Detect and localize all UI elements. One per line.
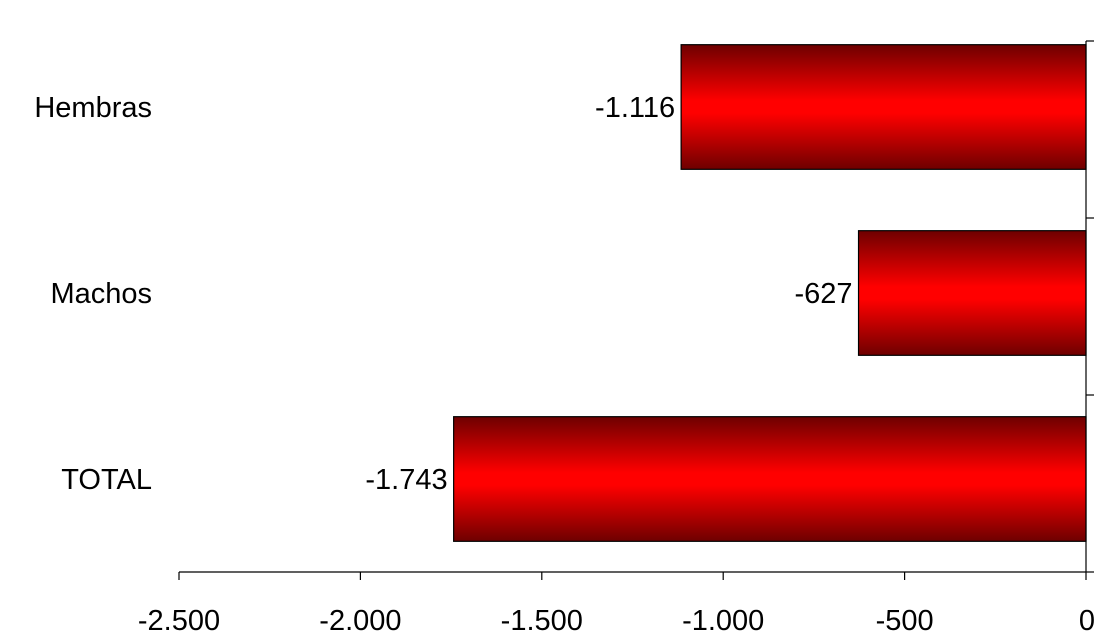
x-tick-label: -2.000 [319, 605, 401, 637]
data-label: -1.116 [595, 92, 675, 124]
tick-label-group: -2.500 -2.000 -1.500 -1.000 -500 0 [138, 605, 1095, 637]
category-label: Hembras [34, 92, 152, 124]
data-label: -1.743 [365, 464, 447, 496]
category-label: TOTAL [61, 464, 152, 496]
x-tick-label: -1.500 [501, 605, 583, 637]
bar-machos [857, 230, 1087, 356]
x-tick-label: -1.000 [682, 605, 764, 637]
x-tick-label: -500 [876, 605, 934, 637]
bar-total [453, 416, 1087, 542]
category-label-group: Hembras Machos TOTAL [34, 92, 152, 496]
x-tick-label: 0 [1079, 605, 1095, 637]
data-label: -627 [794, 278, 852, 310]
value-label-group: -1.116 -627 -1.743 [365, 92, 852, 496]
x-tick-label: -2.500 [138, 605, 220, 637]
bar-hembras [680, 44, 1087, 170]
bar-group [453, 44, 1087, 542]
category-label: Machos [50, 278, 152, 310]
axes-group [178, 40, 1094, 580]
